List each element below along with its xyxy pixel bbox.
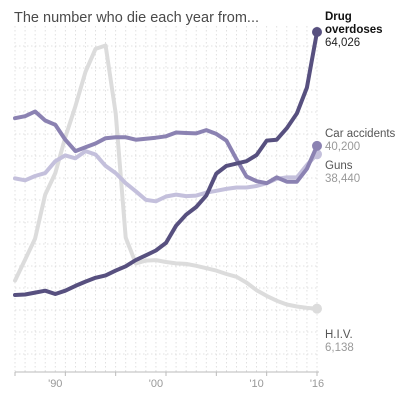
chart-title: The number who die each year from...	[14, 10, 260, 26]
series-name-car-accidents: Car accidents	[325, 128, 396, 140]
x-tick-label: '90	[48, 378, 62, 390]
series-value-guns: 38,440	[325, 173, 360, 185]
x-tick-label: '00	[149, 378, 163, 390]
series-name-guns: Guns	[325, 160, 353, 172]
series-line-h-i-v-	[13, 43, 319, 311]
series-line-car-accidents	[13, 109, 319, 186]
series-endpoint-car-accidents	[312, 140, 322, 151]
chart-series-lines	[13, 27, 322, 314]
x-axis: '90 '00 '10 '16	[14, 371, 324, 390]
chart-grid	[14, 26, 318, 372]
x-tick-label: '10	[249, 378, 263, 390]
series-name-drug-overdoses: Drug	[325, 11, 352, 23]
series-value-drug-overdoses: 64,026	[325, 37, 360, 49]
series-name-drug-overdoses: overdoses	[325, 24, 383, 36]
series-value-h-i-v-: 6,138	[325, 342, 354, 354]
series-endpoint-h-i-v-	[312, 303, 322, 314]
x-tick-label: '16	[310, 378, 324, 390]
series-name-h-i-v-: H.I.V.	[325, 329, 353, 341]
series-endpoint-drug-overdoses	[312, 27, 322, 37]
series-line-drug-overdoses	[13, 30, 319, 297]
series-value-car-accidents: 40,200	[325, 141, 360, 153]
